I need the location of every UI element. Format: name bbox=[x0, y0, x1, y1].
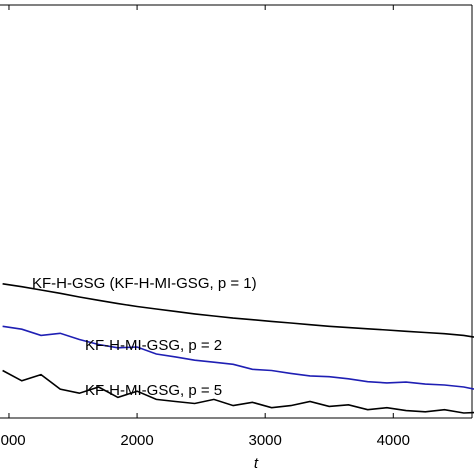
x-axis-label: t bbox=[254, 455, 259, 472]
series-line bbox=[2, 325, 474, 390]
x-tick-label: 1000 bbox=[0, 432, 26, 449]
series-line bbox=[2, 283, 474, 338]
x-tick-label: 2000 bbox=[120, 432, 153, 449]
series-label: KF-H-GSG (KF-H-MI-GSG, p = 1) bbox=[32, 275, 257, 292]
x-tick-label: 3000 bbox=[248, 432, 281, 449]
series-label: KF-H-MI-GSG, p = 2 bbox=[85, 337, 222, 354]
series-line bbox=[2, 369, 474, 414]
series-label: KF-H-MI-GSG, p = 5 bbox=[85, 382, 222, 399]
x-tick-label: 4000 bbox=[377, 432, 410, 449]
